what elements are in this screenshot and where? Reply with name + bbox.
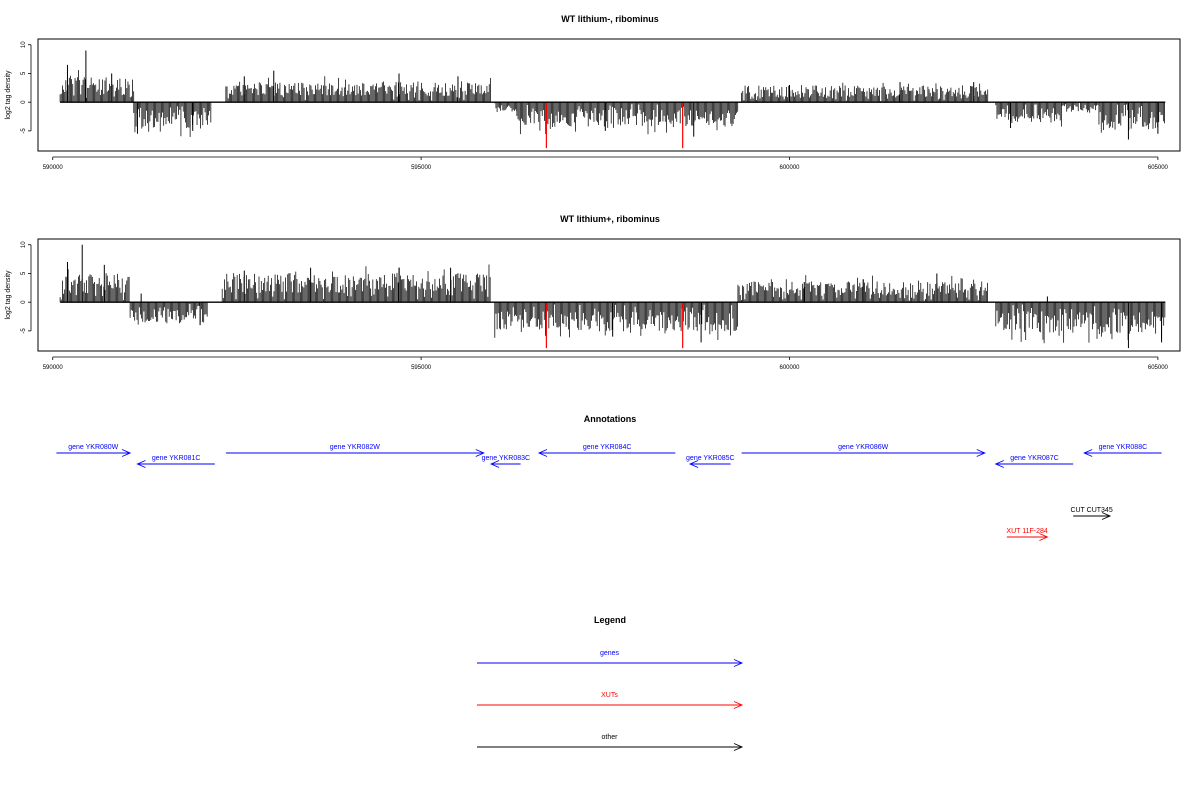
arrow-head-icon <box>136 460 146 468</box>
y-tick-label: 10 <box>21 241 27 248</box>
gene-feature: gene YKR080W <box>56 444 132 457</box>
y-axis-label: log2 tag density <box>5 270 12 320</box>
y-tick-label: 5 <box>21 271 27 275</box>
y-tick-label: 10 <box>21 41 27 48</box>
annotations-title: Annotations <box>584 414 637 424</box>
y-tick-label: -5 <box>21 128 27 134</box>
legend-label: XUTs <box>601 692 618 699</box>
gene-feature-label: gene YKR087C <box>1010 455 1059 462</box>
track-panel-lithium-minus: WT lithium-, ribominus log2 tag density … <box>5 14 1181 171</box>
y-tick-label: 0 <box>21 300 27 304</box>
arrow-head-icon <box>489 460 500 468</box>
y-tick-label: 0 <box>21 100 27 104</box>
legend-item: other <box>477 734 744 751</box>
y-axis: -5 0 5 10 <box>21 241 32 334</box>
gene-feature: gene YKR082W <box>225 444 485 457</box>
track-panel-lithium-plus: WT lithium+, ribominus log2 tag density … <box>5 214 1181 371</box>
arrow-head-icon <box>1039 533 1049 541</box>
gene-feature-label: gene YKR083C <box>482 455 531 462</box>
x-tick-label: 590000 <box>43 365 64 371</box>
x-axis: 590000 595000 600000 605000 <box>43 156 1169 171</box>
arrow-head-icon <box>976 449 986 457</box>
y-tick-label: 5 <box>21 71 27 75</box>
arrow-head-icon <box>475 449 485 457</box>
panel-title: WT lithium+, ribominus <box>560 214 660 224</box>
y-axis-label: log2 tag density <box>5 70 12 120</box>
x-axis: 590000 595000 600000 605000 <box>43 356 1169 371</box>
plot-frame <box>37 38 1181 152</box>
signal-bars <box>59 244 1166 349</box>
y-tick-label: -5 <box>21 328 27 334</box>
legend-label: other <box>602 734 619 741</box>
arrow-head-icon <box>121 449 132 457</box>
other-feature: CUT CUT345 <box>1070 507 1113 520</box>
x-tick-label: 595000 <box>411 365 432 371</box>
gene-feature: gene YKR083C <box>482 455 531 468</box>
arrow-head-icon <box>733 743 744 751</box>
annotation-features: gene YKR080W gene YKR081C gene YKR082W gene… <box>56 444 1162 541</box>
x-tick-label: 590000 <box>43 165 64 171</box>
arrow-head-icon <box>733 659 744 667</box>
legend-panel: Legend genes XUTs other <box>477 615 744 751</box>
highlight-lines <box>545 102 684 149</box>
gene-feature-label: gene YKR081C <box>152 455 201 462</box>
other-feature-label: CUT CUT345 <box>1070 507 1112 514</box>
legend-title: Legend <box>594 615 626 625</box>
gene-feature: gene YKR088C <box>1083 444 1162 457</box>
panel-title: WT lithium-, ribominus <box>561 14 659 24</box>
gene-feature: gene YKR087C <box>994 455 1074 468</box>
legend-items: genes XUTs other <box>477 650 744 751</box>
arrow-head-icon <box>733 701 744 709</box>
gene-feature: gene YKR086W <box>741 444 986 457</box>
gene-feature-label: gene YKR080W <box>68 444 118 451</box>
legend-item: genes <box>477 650 744 667</box>
gene-feature-label: gene YKR088C <box>1099 444 1148 451</box>
x-tick-label: 600000 <box>779 365 800 371</box>
gene-feature-label: gene YKR084C <box>583 444 632 451</box>
gene-feature-label: gene YKR086W <box>838 444 888 451</box>
arrow-head-icon <box>1101 512 1112 520</box>
xut-feature: XUT 11F-284 <box>1006 528 1049 541</box>
legend-item: XUTs <box>477 692 744 709</box>
y-axis: -5 0 5 10 <box>21 41 32 134</box>
signal-bars <box>59 50 1165 140</box>
gene-feature-label: gene YKR082W <box>330 444 380 451</box>
gene-feature: gene YKR085C <box>686 455 735 468</box>
gene-feature: gene YKR081C <box>136 455 215 468</box>
x-tick-label: 605000 <box>1148 365 1169 371</box>
arrow-head-icon <box>688 460 699 468</box>
x-tick-label: 605000 <box>1148 165 1169 171</box>
gene-feature: gene YKR084C <box>537 444 676 457</box>
highlight-lines <box>545 302 684 349</box>
arrow-head-icon <box>1083 449 1093 457</box>
xut-feature-label: XUT 11F-284 <box>1006 528 1047 535</box>
arrow-head-icon <box>994 460 1004 468</box>
gene-feature-label: gene YKR085C <box>686 455 735 462</box>
x-tick-label: 595000 <box>411 165 432 171</box>
x-tick-label: 600000 <box>779 165 800 171</box>
plot-frame <box>37 238 1181 352</box>
arrow-head-icon <box>537 449 548 457</box>
legend-label: genes <box>600 650 620 657</box>
